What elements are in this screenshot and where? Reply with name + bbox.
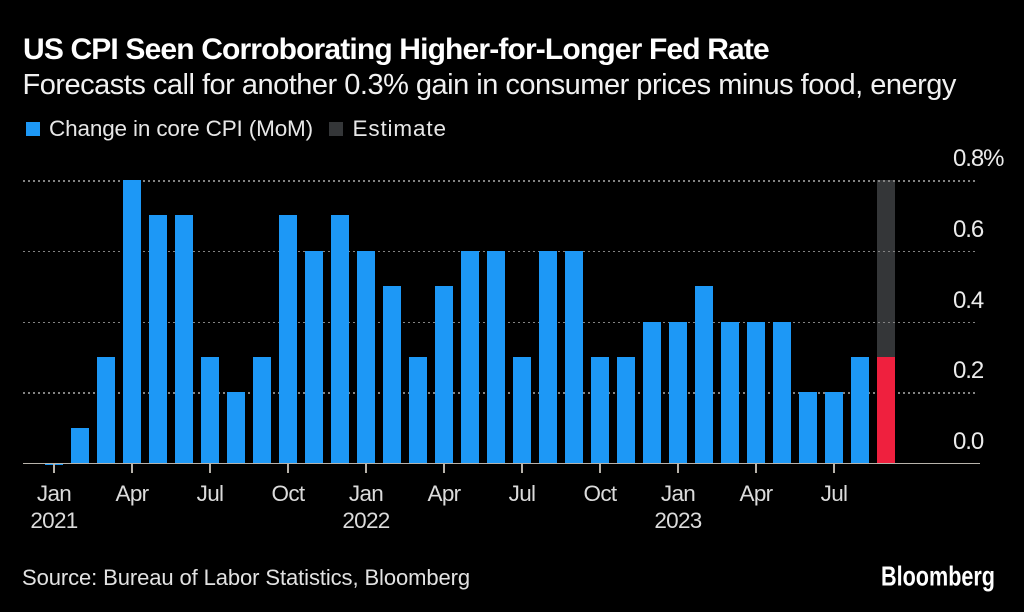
svg-text:Bloomberg: Bloomberg bbox=[881, 561, 995, 592]
